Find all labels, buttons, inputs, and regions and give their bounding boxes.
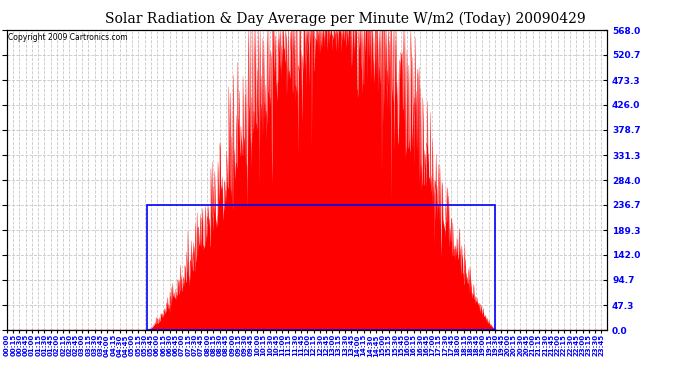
Text: Solar Radiation & Day Average per Minute W/m2 (Today) 20090429: Solar Radiation & Day Average per Minute…	[105, 11, 585, 26]
Bar	[147, 205, 495, 330]
Text: Copyright 2009 Cartronics.com: Copyright 2009 Cartronics.com	[8, 33, 128, 42]
